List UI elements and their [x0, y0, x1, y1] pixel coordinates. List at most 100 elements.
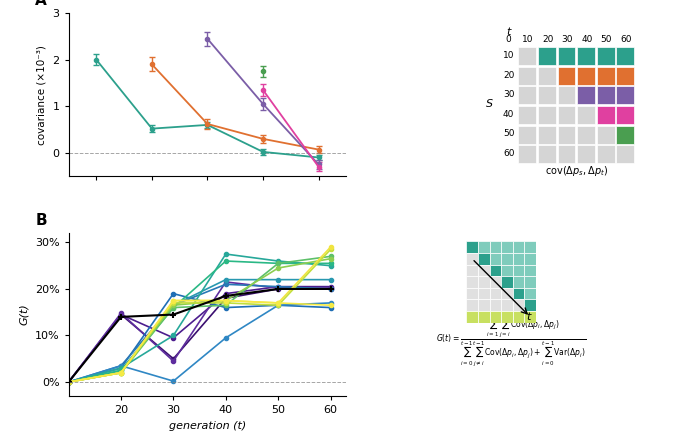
FancyBboxPatch shape	[519, 125, 536, 143]
Text: B: B	[35, 213, 47, 228]
Bar	[501, 264, 512, 276]
FancyBboxPatch shape	[577, 86, 595, 104]
FancyBboxPatch shape	[616, 86, 634, 104]
Text: 0: 0	[506, 35, 512, 44]
Bar	[512, 288, 524, 300]
FancyBboxPatch shape	[597, 145, 615, 163]
FancyBboxPatch shape	[558, 67, 576, 85]
FancyBboxPatch shape	[616, 145, 634, 163]
FancyBboxPatch shape	[577, 106, 595, 124]
Bar	[478, 276, 490, 288]
Bar	[490, 276, 501, 288]
FancyBboxPatch shape	[597, 86, 615, 104]
Bar	[478, 300, 490, 311]
X-axis label: generation (t): generation (t)	[169, 421, 246, 431]
Text: 10: 10	[523, 35, 534, 44]
Bar	[524, 241, 536, 253]
FancyBboxPatch shape	[577, 48, 595, 65]
FancyBboxPatch shape	[577, 67, 595, 85]
Bar	[478, 288, 490, 300]
FancyBboxPatch shape	[597, 125, 615, 143]
FancyBboxPatch shape	[538, 145, 556, 163]
Text: t: t	[506, 27, 511, 37]
Text: 20: 20	[503, 70, 514, 80]
Bar	[466, 264, 478, 276]
Bar	[512, 300, 524, 311]
Bar	[478, 311, 490, 323]
FancyBboxPatch shape	[519, 48, 536, 65]
FancyBboxPatch shape	[616, 106, 634, 124]
Text: 60: 60	[503, 149, 514, 158]
FancyBboxPatch shape	[538, 48, 556, 65]
Text: 50: 50	[601, 35, 612, 44]
FancyBboxPatch shape	[558, 145, 576, 163]
FancyBboxPatch shape	[519, 86, 536, 104]
FancyBboxPatch shape	[519, 106, 536, 124]
Bar	[524, 276, 536, 288]
FancyBboxPatch shape	[597, 48, 615, 65]
Text: 50: 50	[503, 129, 514, 138]
Bar	[478, 241, 490, 253]
Bar	[512, 264, 524, 276]
FancyBboxPatch shape	[558, 86, 576, 104]
Bar	[524, 300, 536, 311]
Text: t: t	[527, 312, 531, 323]
Text: 30: 30	[562, 35, 573, 44]
Bar	[501, 241, 512, 253]
Bar	[490, 288, 501, 300]
FancyBboxPatch shape	[616, 48, 634, 65]
Bar	[490, 300, 501, 311]
Bar	[501, 253, 512, 264]
Bar	[490, 253, 501, 264]
Text: A: A	[35, 0, 47, 8]
FancyBboxPatch shape	[558, 48, 576, 65]
Bar	[490, 241, 501, 253]
Bar	[490, 264, 501, 276]
Y-axis label: covariance (×10⁻³): covariance (×10⁻³)	[37, 45, 47, 145]
FancyBboxPatch shape	[519, 145, 536, 163]
Text: $G(t) = \dfrac{\sum_{i=1}^{t-1}\sum_{j=i}^{t-1}\mathrm{Cov}(\Delta p_i, \Delta p: $G(t) = \dfrac{\sum_{i=1}^{t-1}\sum_{j=i…	[436, 310, 587, 368]
FancyBboxPatch shape	[538, 106, 556, 124]
FancyBboxPatch shape	[558, 125, 576, 143]
Bar	[524, 253, 536, 264]
Text: S: S	[486, 99, 493, 110]
FancyBboxPatch shape	[558, 106, 576, 124]
Bar	[466, 241, 478, 253]
Text: $\mathrm{cov}(\Delta p_s, \Delta p_t)$: $\mathrm{cov}(\Delta p_s, \Delta p_t)$	[545, 164, 608, 178]
Bar	[501, 288, 512, 300]
Text: 60: 60	[620, 35, 632, 44]
Bar	[490, 311, 501, 323]
Bar	[524, 288, 536, 300]
Bar	[501, 311, 512, 323]
FancyBboxPatch shape	[538, 125, 556, 143]
Bar	[466, 288, 478, 300]
Text: 40: 40	[581, 35, 593, 44]
FancyBboxPatch shape	[616, 67, 634, 85]
FancyBboxPatch shape	[519, 67, 536, 85]
FancyBboxPatch shape	[597, 106, 615, 124]
Bar	[478, 253, 490, 264]
FancyBboxPatch shape	[577, 125, 595, 143]
Bar	[524, 264, 536, 276]
Bar	[501, 276, 512, 288]
Bar	[512, 241, 524, 253]
FancyBboxPatch shape	[616, 125, 634, 143]
FancyBboxPatch shape	[597, 67, 615, 85]
FancyBboxPatch shape	[538, 86, 556, 104]
Text: 10: 10	[503, 51, 514, 60]
Bar	[512, 311, 524, 323]
FancyBboxPatch shape	[577, 145, 595, 163]
Bar	[512, 276, 524, 288]
Bar	[466, 300, 478, 311]
Bar	[466, 276, 478, 288]
Text: 40: 40	[503, 110, 514, 119]
Text: 30: 30	[503, 90, 514, 99]
FancyBboxPatch shape	[538, 67, 556, 85]
Bar	[524, 311, 536, 323]
Y-axis label: G(t): G(t)	[19, 304, 29, 326]
Bar	[466, 311, 478, 323]
Bar	[478, 264, 490, 276]
Bar	[501, 300, 512, 311]
Text: 20: 20	[542, 35, 554, 44]
Bar	[466, 253, 478, 264]
